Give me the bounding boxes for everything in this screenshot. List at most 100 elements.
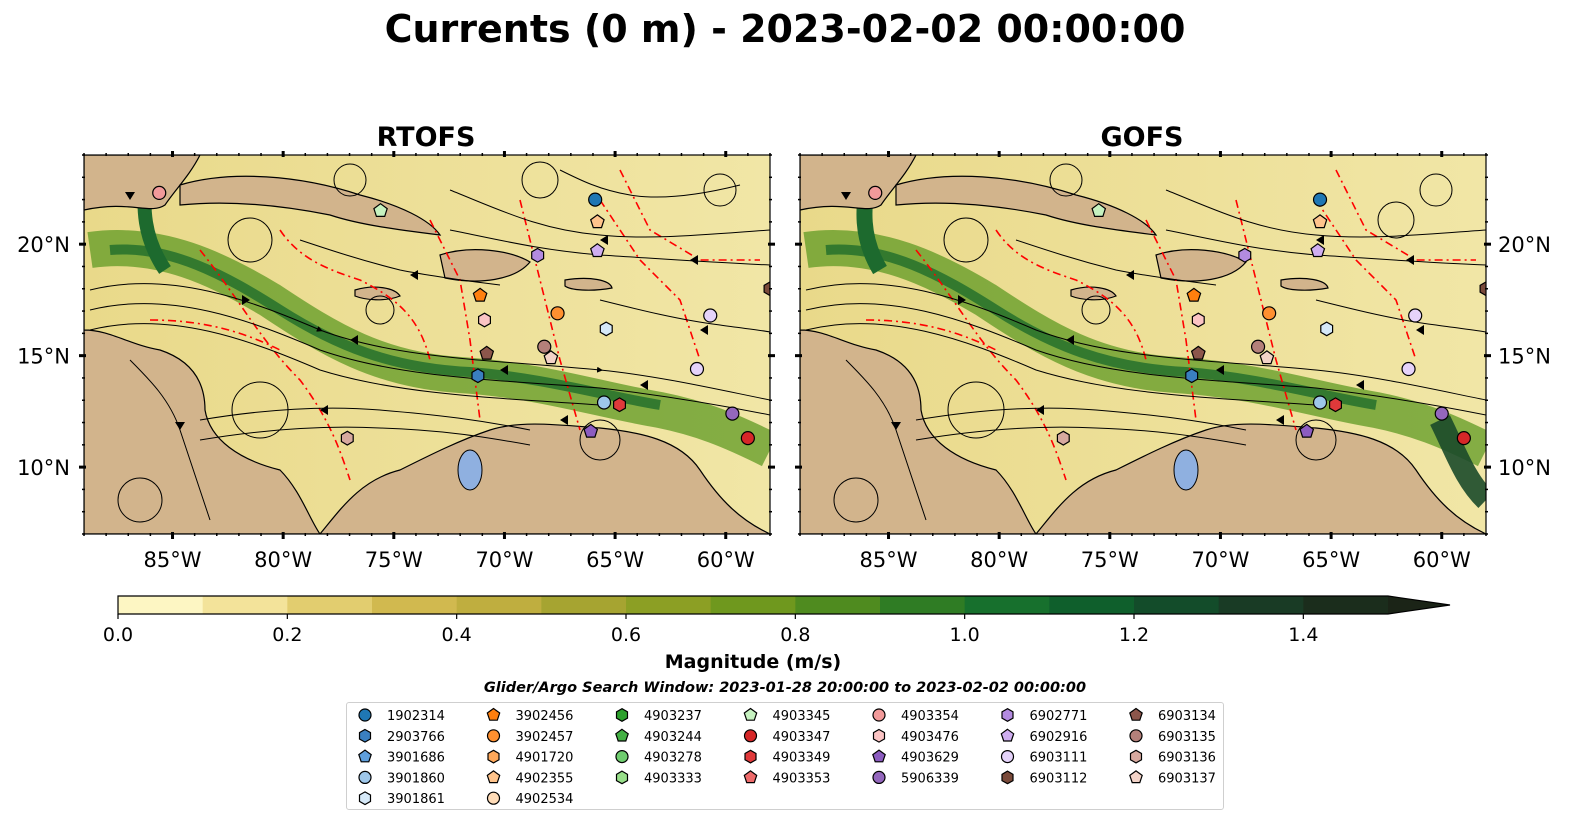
colorbar-tick-label: 1.2 — [1119, 624, 1149, 646]
float-marker-6903137 — [543, 350, 559, 365]
panel-title-gofs: GOFS — [1100, 122, 1183, 153]
colorbar-bin — [626, 596, 712, 614]
legend-label: 4903354 — [901, 709, 959, 724]
colorbar-bin — [456, 596, 542, 614]
float-marker-4903349 — [1328, 397, 1343, 413]
legend-marker-2903766 — [358, 728, 372, 743]
legend-label: 6902771 — [1030, 709, 1088, 724]
float-marker-4903347 — [740, 431, 755, 446]
legend-label: 4902534 — [516, 792, 574, 807]
legend-label: 4903278 — [644, 751, 702, 766]
float-marker-6902916 — [1310, 243, 1326, 258]
float-marker-6903137 — [1259, 350, 1275, 365]
float-marker-3901860 — [1312, 395, 1328, 410]
streamline-arrows — [125, 192, 708, 430]
legend-label: 3902457 — [516, 730, 574, 745]
legend-label: 6903135 — [1158, 730, 1216, 745]
float-marker-3902457 — [550, 306, 565, 321]
legend-marker-3901686 — [358, 749, 372, 763]
float-marker-6903135 — [537, 339, 552, 354]
float-marker-3902457 — [1262, 306, 1277, 321]
legend-label: 4902355 — [516, 771, 574, 786]
colorbar-tick-label: 0.0 — [103, 624, 133, 646]
float-marker-1902314 — [1312, 192, 1328, 207]
float-marker-6903111 — [1401, 361, 1416, 377]
x-tick-label: 80°W — [970, 548, 1028, 572]
legend-marker-6903134 — [1129, 707, 1143, 721]
land-south-america — [319, 423, 770, 534]
float-marker-1902314 — [588, 192, 603, 207]
legend-label: 3901861 — [387, 792, 445, 807]
legend-marker-4903347 — [743, 729, 758, 743]
float-marker-6903112 — [1479, 281, 1486, 297]
legend-label: 6902916 — [1030, 730, 1088, 745]
legend-marker-4903244 — [615, 728, 629, 742]
float-marker-4902355 — [589, 214, 605, 229]
float-marker-4903345 — [1091, 202, 1107, 217]
streamline-arrows — [841, 192, 1424, 430]
map-panel-gofs — [799, 154, 1487, 535]
y-tick-label-right: 20°N — [1498, 233, 1551, 257]
land-cuba — [895, 175, 1158, 236]
float-markers-gofs — [868, 185, 1486, 446]
legend-label: 6903137 — [1158, 771, 1216, 786]
legend-marker-4903278 — [615, 749, 629, 764]
legend-label: 6903136 — [1158, 751, 1216, 766]
legend-marker-4903345 — [743, 707, 758, 721]
y-tick-label-right: 15°N — [1498, 345, 1551, 369]
legend-marker-6903137 — [1129, 770, 1143, 784]
map-axes: 85°W 80°W 75°W 70°W 65°W 60°W 20°N 15°N 10°N 85°W… — [17, 151, 1551, 572]
lake-maracaibo — [457, 449, 483, 491]
legend-marker-3901861 — [358, 791, 372, 806]
colorbar-bin — [1049, 596, 1135, 614]
land-puerto-rico — [564, 277, 613, 291]
y-tick-label-left: 10°N — [17, 456, 70, 480]
eez-boundaries — [865, 169, 1476, 481]
legend-label: 3901686 — [387, 751, 445, 766]
float-marker-6902771 — [1238, 247, 1252, 263]
colorbar-tick-label: 0.4 — [442, 624, 472, 646]
float-marker-4903629 — [583, 423, 599, 438]
float-marker-3901860 — [596, 395, 612, 410]
colorbar-bin — [287, 596, 373, 614]
legend-label: 6903112 — [1030, 771, 1088, 786]
legend-label: 4903353 — [773, 771, 831, 786]
legend-marker-4903349 — [744, 749, 757, 764]
colorbar-bin — [1134, 596, 1220, 614]
legend-marker-4903237 — [615, 708, 629, 722]
legend-marker-4902355 — [486, 770, 501, 784]
float-marker-6903111 — [1408, 308, 1423, 323]
y-tick-label-left: 15°N — [17, 345, 70, 369]
legend-label: 4903333 — [644, 771, 702, 786]
legend-marker-4903354 — [872, 708, 886, 722]
float-marker-6903111 — [703, 308, 718, 323]
float-legend: 1902314 2903766 3901686 3901860 3901861 39024… — [346, 702, 1224, 810]
legend-label: 4903244 — [644, 730, 702, 745]
colorbar-bin — [710, 596, 796, 614]
legend-marker-4903629 — [872, 749, 886, 763]
legend-label: 4903345 — [773, 709, 831, 724]
legend-label: 4903629 — [901, 751, 959, 766]
x-tick-label: 85°W — [860, 548, 918, 572]
legend-label: 4903347 — [773, 730, 831, 745]
float-marker-6903112 — [763, 281, 770, 297]
legend-marker-4902534 — [486, 791, 501, 805]
land-yucatan — [800, 155, 917, 211]
float-marker-5906339 — [1434, 406, 1449, 421]
float-marker-3901861 — [1320, 321, 1334, 337]
x-tick-label: 85°W — [144, 548, 202, 572]
legend-label: 3901860 — [387, 771, 445, 786]
land-cuba — [179, 175, 442, 236]
x-tick-label: 65°W — [586, 548, 644, 572]
float-marker-6903135 — [1250, 339, 1266, 354]
legend-label: 6903134 — [1158, 709, 1216, 724]
x-tick-label: 60°W — [1413, 548, 1471, 572]
legend-marker-6903136 — [1129, 749, 1143, 764]
legend-label: 4901720 — [516, 751, 574, 766]
float-marker-6902916 — [589, 243, 605, 258]
land-central-america — [800, 155, 1037, 534]
legend-marker-4903333 — [615, 770, 629, 785]
colorbar-label: Magnitude (m/s) — [665, 651, 842, 673]
float-marker-3902456 — [472, 287, 488, 302]
